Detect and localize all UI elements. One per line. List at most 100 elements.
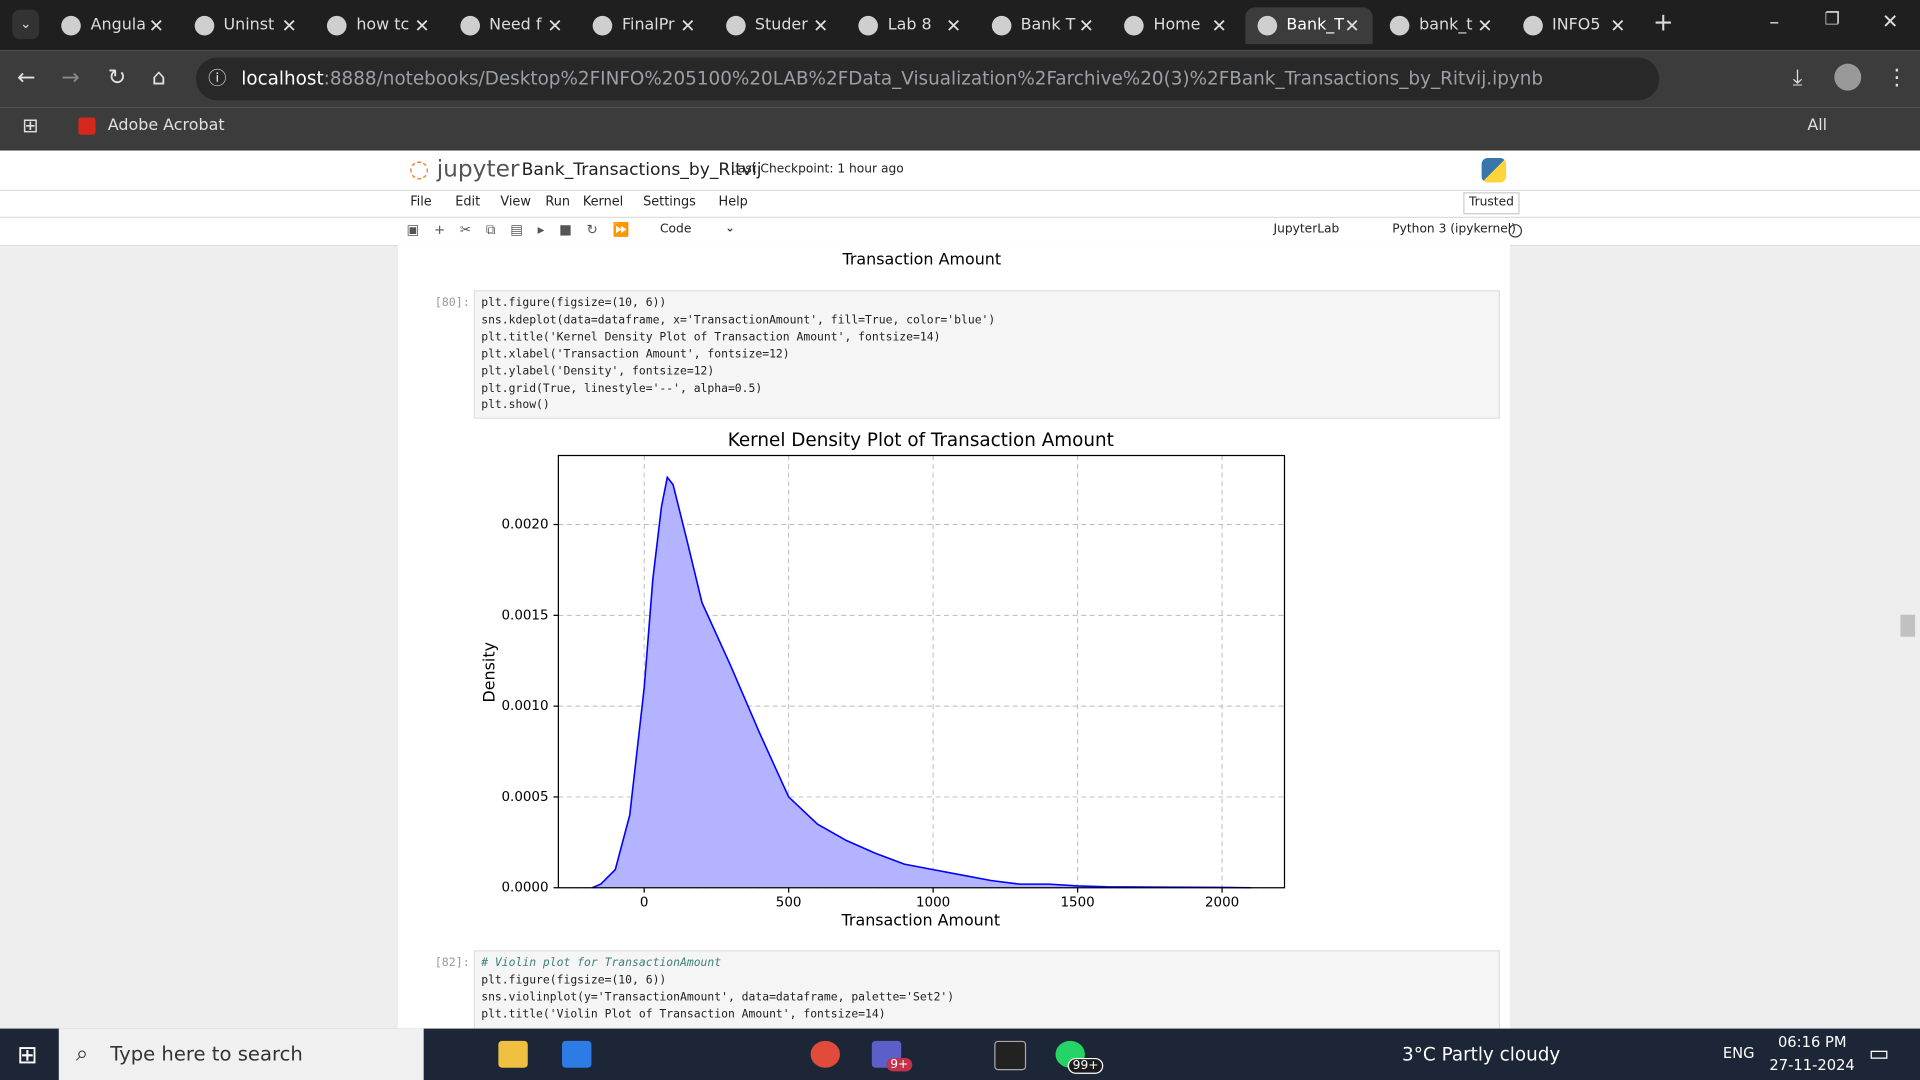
previous-xlabel: Transaction Amount <box>842 251 1002 270</box>
tab-title: Studer <box>754 15 808 35</box>
tab[interactable]: Bank T ✕ <box>979 7 1106 44</box>
x-tick-label: 1500 <box>1060 895 1094 910</box>
menu-item[interactable]: Kernel <box>582 194 624 210</box>
bookmarks-bar: ⊞ Adobe Acrobat All Bookmarks <box>0 107 1920 171</box>
menu-item[interactable]: Edit <box>455 194 481 210</box>
tab-title: Bank_T <box>1286 15 1344 35</box>
code-line: plt.grid(True, linestyle='--', alpha=0.5… <box>481 381 763 395</box>
clock-date[interactable]: 27-11-2024 <box>1769 1056 1855 1074</box>
language[interactable]: ENG <box>1722 1044 1755 1062</box>
site-info[interactable]: ⓘ <box>208 67 227 90</box>
badge: 99+ <box>1067 1057 1104 1074</box>
minimize[interactable]: – <box>1769 9 1780 34</box>
code-line: plt.title('Kernel Density Plot of Transa… <box>481 330 941 344</box>
tab-title: Angula <box>90 15 146 35</box>
new-tab[interactable]: + <box>1653 7 1674 37</box>
tab-close[interactable]: ✕ <box>547 14 563 37</box>
scrollbar-thumb[interactable] <box>1900 614 1916 637</box>
menu-item[interactable]: Help <box>718 194 748 210</box>
tab-title: INFO5 <box>1552 15 1601 35</box>
weather[interactable]: 3°C Partly cloudy <box>1402 1043 1561 1066</box>
tab-search[interactable]: ⌄ <box>12 9 40 40</box>
menu[interactable]: ⋮ <box>1885 64 1908 91</box>
jupyterlab-link[interactable]: JupyterLab <box>1273 222 1340 237</box>
app-explorer[interactable] <box>498 1040 528 1068</box>
forward[interactable]: → <box>61 64 80 91</box>
tab[interactable]: INFO5 ✕ <box>1510 7 1637 44</box>
tab-close[interactable]: ✕ <box>945 14 962 37</box>
y-tick-label: 0.0010 <box>501 699 548 714</box>
tab[interactable]: Home ✕ <box>1112 7 1239 44</box>
code-cell[interactable]: # Violin plot for TransactionAmount plt.f… <box>473 950 1501 1036</box>
tab-close[interactable]: ✕ <box>1477 14 1493 37</box>
start[interactable]: ⊞ <box>17 1039 38 1069</box>
code-line: plt.xlabel('Transaction Amount', fontsiz… <box>481 347 790 361</box>
nav-bar: ← → ↻ ⌂ ⓘ localhost:8888/notebooks/Deskto… <box>0 50 1920 108</box>
code-line: plt.figure(figsize=(10, 6)) <box>481 296 667 310</box>
clock-time[interactable]: 06:16 PM <box>1777 1033 1847 1051</box>
menu-item[interactable]: Settings <box>643 194 696 210</box>
tab-close[interactable]: ✕ <box>1610 14 1626 37</box>
trusted[interactable]: Trusted <box>1463 192 1520 215</box>
notifications[interactable]: ▭ <box>1868 1040 1890 1067</box>
tab-icon <box>1522 15 1543 36</box>
tab[interactable]: bank_t ✕ <box>1378 7 1505 44</box>
app-chrome[interactable] <box>810 1040 841 1068</box>
tab[interactable]: Lab 8 ✕ <box>846 7 973 44</box>
close[interactable]: ✕ <box>1882 9 1899 34</box>
tab-title: Need f <box>489 15 542 35</box>
tab-close[interactable]: ✕ <box>680 14 696 37</box>
search-icon: ⌕ <box>75 1040 89 1067</box>
tab-icon <box>459 15 480 36</box>
toolbar-icons[interactable]: ▣+✂⧉▤▸■↻⏩ <box>406 221 644 238</box>
restore[interactable]: ❐ <box>1824 9 1840 30</box>
app-terminal[interactable] <box>994 1040 1027 1071</box>
code-line: plt.ylabel('Density', fontsize=12) <box>481 364 715 378</box>
tab[interactable]: Studer ✕ <box>713 7 840 44</box>
kernel-name[interactable]: Python 3 (ipykernel) <box>1392 222 1516 237</box>
search-box[interactable]: ⌕ Type here to search <box>58 1028 424 1080</box>
tab-close[interactable]: ✕ <box>148 14 165 37</box>
bookmark[interactable]: Adobe Acrobat <box>107 116 225 135</box>
tab[interactable]: Uninst ✕ <box>182 7 309 44</box>
tab[interactable]: how tc ✕ <box>315 7 442 44</box>
tab[interactable]: Angula ✕ <box>49 7 176 44</box>
profile[interactable] <box>1834 63 1862 91</box>
url-path: :8888/notebooks/Desktop%2FINFO%205100%20… <box>323 67 1544 90</box>
checkpoint: Last Checkpoint: 1 hour ago <box>731 162 904 177</box>
tab-close[interactable]: ✕ <box>281 14 297 37</box>
python-logo <box>1481 157 1507 183</box>
tab-close[interactable]: ✕ <box>1078 14 1095 37</box>
divider <box>0 216 1920 218</box>
notebook-name[interactable]: Bank_Transactions_by_Ritvij <box>521 160 762 181</box>
cell-type[interactable]: Code <box>660 222 692 237</box>
tab[interactable]: Bank_T ✕ <box>1244 7 1373 45</box>
tab-close[interactable]: ✕ <box>1344 14 1360 37</box>
tab-bar: ⌄ + – ❐ ✕ Angula ✕ Uninst ✕ how tc ✕ Need f ✕ Fi… <box>0 0 1920 51</box>
tab-title: Uninst <box>223 15 275 35</box>
tab-close[interactable]: ✕ <box>414 14 430 37</box>
apps[interactable]: ⊞ <box>22 113 39 138</box>
downloads[interactable]: ⤓ <box>1792 64 1803 91</box>
app-mail[interactable] <box>562 1040 592 1068</box>
back[interactable]: ← <box>17 64 36 91</box>
tab[interactable]: Need f ✕ <box>448 7 575 44</box>
chart: Kernel Density Plot of Transaction Amoun… <box>479 430 1286 929</box>
code-cell[interactable]: plt.figure(figsize=(10, 6)) sns.kdeplot(d… <box>473 290 1501 419</box>
tab[interactable]: FinalPr ✕ <box>580 7 707 44</box>
menu-item[interactable]: Run <box>545 194 571 210</box>
home[interactable]: ⌂ <box>151 64 166 91</box>
tab-title: FinalPr <box>622 15 675 35</box>
tab-close[interactable]: ✕ <box>812 14 829 37</box>
density-line <box>591 475 1251 889</box>
tab-close[interactable]: ✕ <box>1211 14 1227 37</box>
cell-type-caret[interactable]: ⌄ <box>724 221 736 236</box>
address-bar[interactable]: ⓘ localhost:8888/notebooks/Desktop%2FINFO… <box>195 57 1660 101</box>
reload[interactable]: ↻ <box>107 64 127 91</box>
menu-item[interactable]: View <box>500 194 531 210</box>
x-tick-label: 0 <box>640 895 649 910</box>
code-line: plt.show() <box>481 398 550 412</box>
menu-item[interactable]: File <box>410 194 432 210</box>
